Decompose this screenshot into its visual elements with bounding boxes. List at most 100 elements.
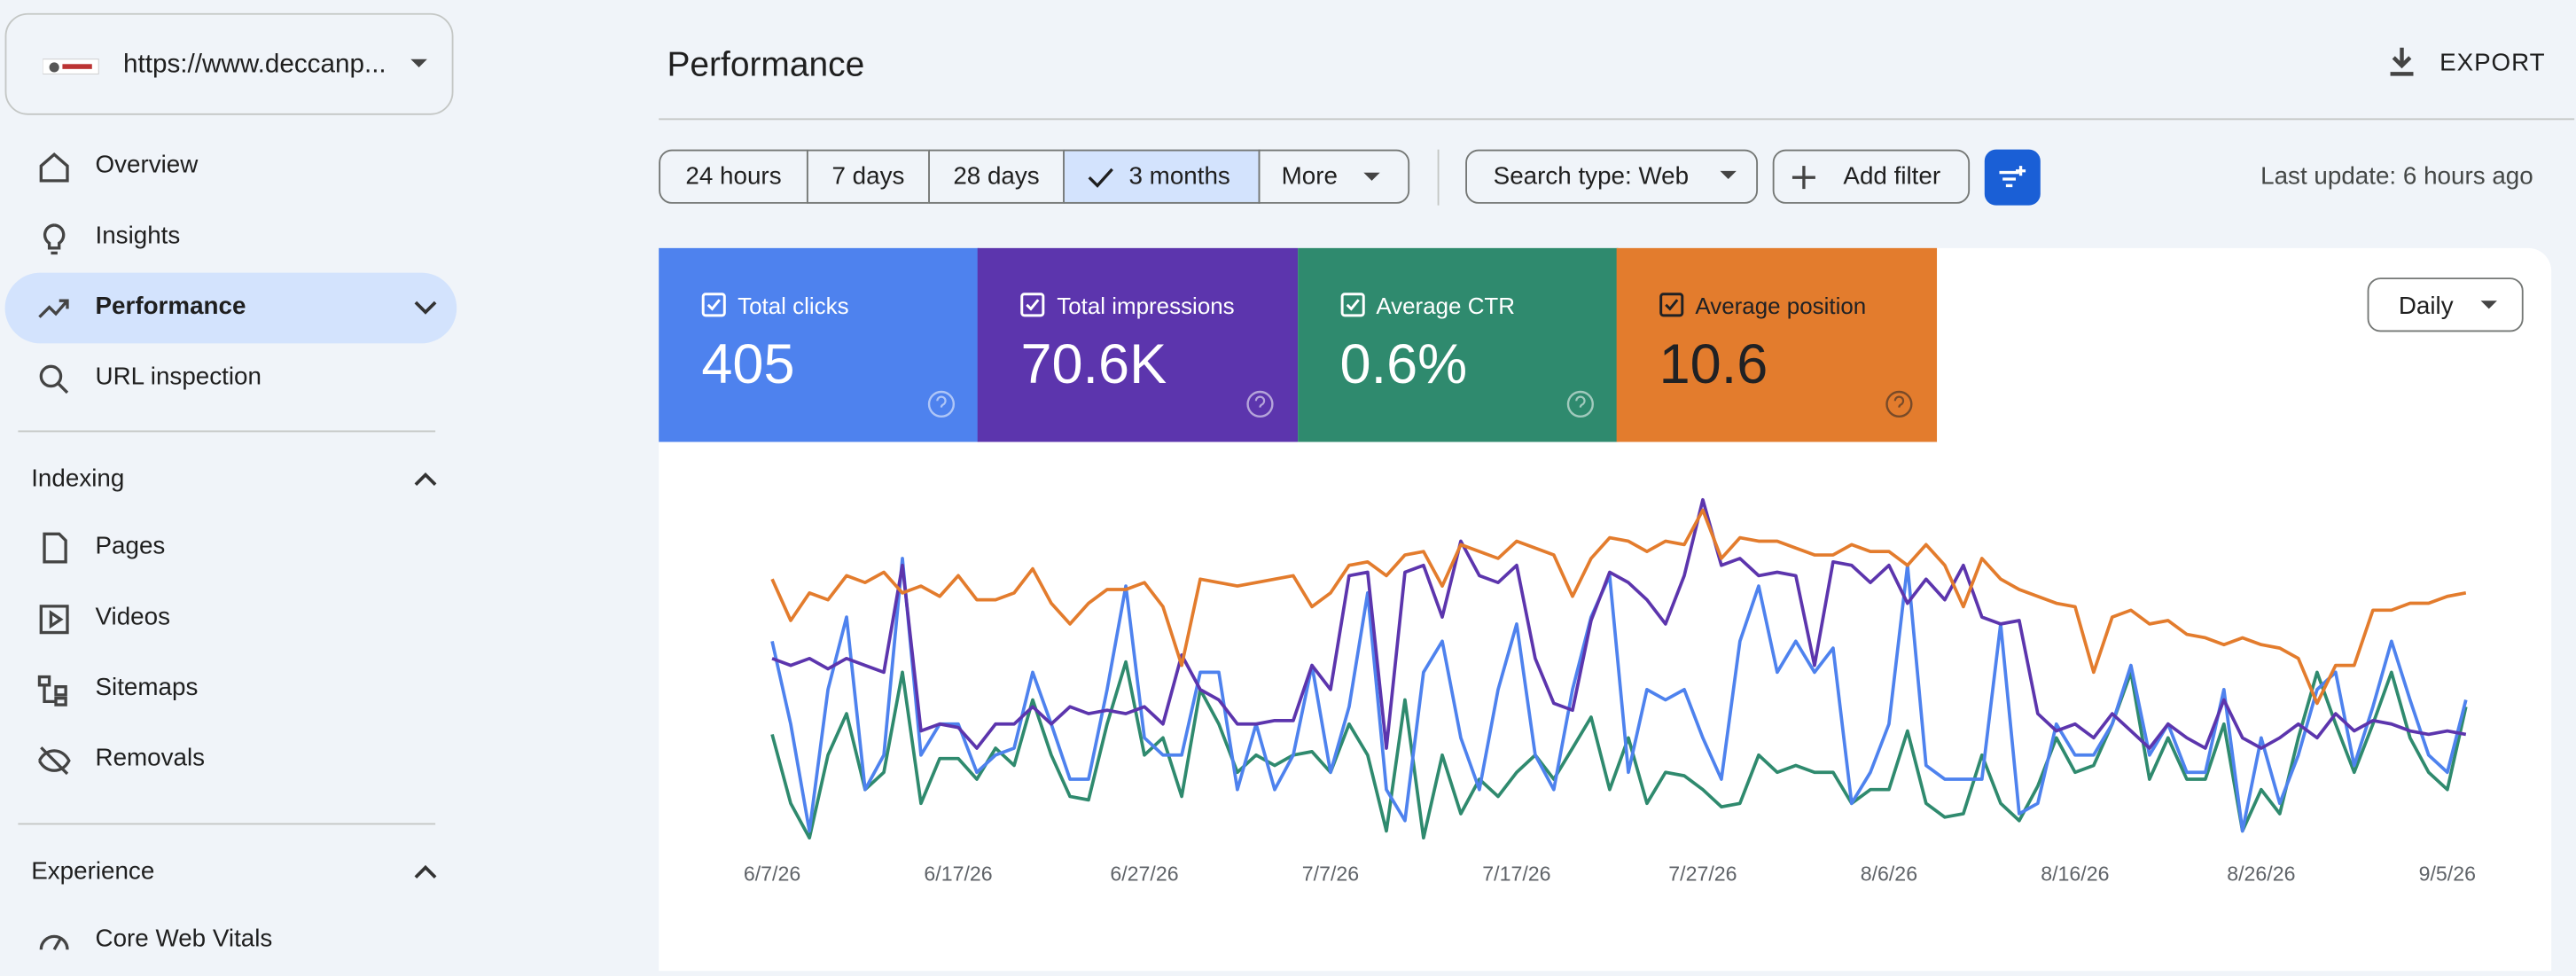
expand-icon (414, 301, 437, 315)
metric-card[interactable]: Total clicks 405 (659, 247, 980, 442)
x-tick-label: 9/5/26 (2419, 862, 2476, 885)
nav-icon (43, 532, 67, 564)
metric-value: 10.6 (1659, 333, 1768, 396)
nav-label: Removals (95, 744, 206, 773)
checkbox (1020, 293, 1045, 317)
x-tick-label: 6/27/26 (1110, 862, 1178, 885)
x-tick-label: 8/6/26 (1861, 862, 1917, 885)
range-label: More (1281, 162, 1338, 191)
nav-label: Core Web Vitals (95, 925, 273, 953)
range-chip[interactable]: More (1258, 149, 1410, 204)
last-update: Last update: 6 hours ago (2260, 162, 2533, 191)
collapse-icon (414, 472, 437, 487)
x-tick-label: 8/16/26 (2041, 862, 2109, 885)
site-url: https://www.deccanp... (122, 51, 386, 79)
arrow (1363, 172, 1380, 181)
range-chip[interactable]: 3 months (1063, 149, 1261, 204)
dropdown-arrow (410, 59, 427, 67)
metric-label: Total impressions (1057, 292, 1235, 319)
check-icon (1088, 168, 1113, 188)
metric-card[interactable]: Average position 10.6 (1616, 247, 1937, 442)
search-type-chip[interactable]: Search type: Web (1465, 149, 1759, 204)
dropdown-arrow (1363, 172, 1380, 181)
metric-value: 70.6K (1020, 333, 1167, 396)
nav-item[interactable]: Videos (5, 583, 457, 654)
checkmark (1664, 299, 1679, 311)
icon-shape (39, 934, 69, 951)
dropdown-arrow (1720, 170, 1737, 180)
nav-icon (39, 605, 69, 635)
nav-label: Overview (95, 151, 199, 180)
series-line (771, 497, 2467, 750)
x-tick-label: 7/17/26 (1482, 862, 1550, 885)
chip-divider (1437, 149, 1440, 206)
nav-item[interactable]: Core Web Vitals (5, 905, 457, 976)
metric-value: 0.6% (1339, 333, 1468, 396)
download-icon (2390, 47, 2414, 76)
add-filter-chip[interactable]: Add filter (1772, 149, 1971, 204)
property-selector[interactable]: https://www.deccanp... (4, 12, 454, 115)
checkbox (701, 293, 726, 317)
help-mark (1893, 395, 1904, 408)
nav-icon (37, 675, 67, 707)
search-type-label: Search type: Web (1493, 162, 1690, 191)
x-tick-label: 7/27/26 (1668, 862, 1737, 885)
chevron (414, 864, 437, 878)
nav-label: Videos (95, 603, 170, 631)
x-tick-label: 6/7/26 (744, 862, 800, 885)
card-icons (1339, 293, 1594, 418)
nav-item[interactable]: Pages (5, 512, 457, 583)
site-logo (43, 59, 99, 74)
range-label: 3 months (1128, 162, 1230, 191)
help-mark (936, 395, 947, 408)
metric-card[interactable]: Total impressions 70.6K (978, 247, 1299, 442)
nav-item[interactable]: URL inspection (5, 343, 457, 414)
range-chip[interactable]: 28 days (928, 149, 1065, 204)
checkbox (1339, 293, 1364, 317)
nav-item[interactable]: Overview (5, 131, 457, 202)
checkmark (1026, 299, 1040, 311)
nav-label: Insights (95, 222, 181, 250)
series-line (770, 508, 2467, 706)
export-button[interactable]: EXPORT (2382, 43, 2546, 85)
compare-button[interactable] (1984, 149, 2041, 206)
range-chip[interactable]: 7 days (806, 149, 930, 204)
nav-label: Sitemaps (95, 673, 199, 702)
granularity-select[interactable]: Daily (2367, 277, 2524, 332)
icon-shape (39, 364, 69, 394)
icon-shape (38, 299, 69, 318)
checkmark (1345, 299, 1360, 311)
card-icons (1020, 293, 1275, 418)
nav-icon (39, 364, 69, 394)
add-filter-label: Add filter (1843, 162, 1941, 191)
nav-icon (43, 223, 66, 255)
nav-item[interactable]: Performance (4, 272, 457, 344)
card-icons (701, 293, 956, 418)
x-tick-label: 6/17/26 (924, 862, 992, 885)
export-label: EXPORT (2439, 49, 2546, 78)
metric-card[interactable]: Average CTR 0.6% (1297, 247, 1618, 442)
range-chip[interactable]: 24 hours (659, 149, 808, 204)
nav-label: URL inspection (95, 363, 262, 392)
help-icon (927, 390, 956, 418)
help-mark (1574, 395, 1585, 408)
icon-shape (43, 532, 67, 564)
nav-item[interactable]: Removals (5, 724, 457, 795)
x-tick-label: 8/26/26 (2227, 862, 2295, 885)
filter-icon (1999, 166, 2026, 188)
help-icon (1885, 390, 1913, 418)
nav-icon (38, 299, 69, 318)
metric-value: 405 (701, 333, 795, 396)
header-divider (659, 118, 2575, 121)
nav-item[interactable]: Insights (5, 202, 457, 273)
plus-icon (1791, 166, 1815, 190)
metric-label: Average position (1695, 292, 1867, 319)
page-title: Performance (667, 45, 865, 84)
nav-icon (39, 152, 69, 183)
granularity-label: Daily (2398, 292, 2454, 321)
nav-item[interactable]: Sitemaps (5, 654, 457, 725)
icon-shape (43, 223, 66, 255)
